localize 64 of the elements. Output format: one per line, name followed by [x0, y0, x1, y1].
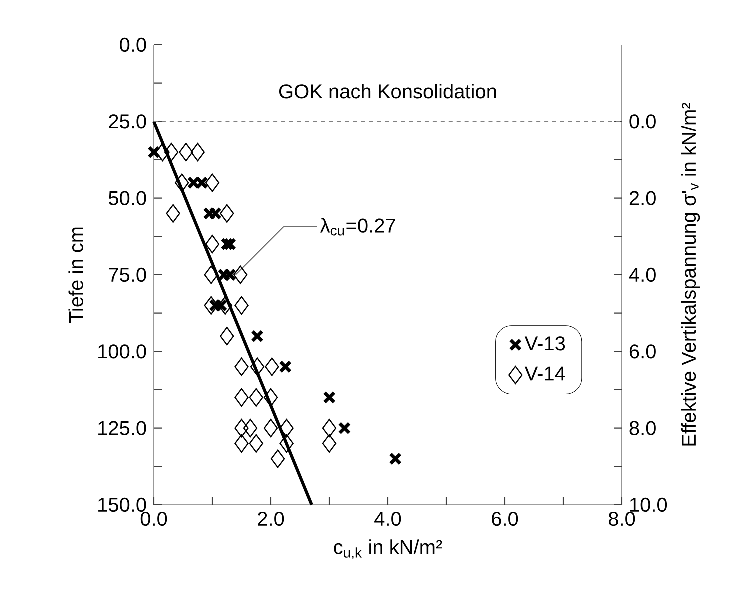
y2-tick-label: 8.0 — [630, 421, 656, 436]
point — [190, 143, 205, 162]
point — [264, 388, 278, 407]
point — [205, 174, 220, 192]
point — [249, 434, 264, 453]
x-tick-label: 0.0 — [140, 512, 168, 526]
point — [265, 358, 280, 376]
point — [204, 296, 218, 315]
x-axis-title: c$_{u,k}$ in kN/m² — [334, 540, 442, 560]
y-tick-label: 125.0 — [98, 421, 146, 436]
point — [174, 174, 190, 192]
point — [234, 296, 249, 315]
point — [250, 358, 265, 376]
point — [234, 434, 249, 453]
point — [323, 391, 336, 404]
point — [156, 143, 170, 162]
x-tick-label: 6.0 — [492, 512, 518, 526]
point — [148, 146, 160, 159]
y-tick-label: 100.0 — [98, 344, 146, 359]
point — [270, 450, 286, 468]
point — [166, 204, 180, 223]
x-tick-label: 4.0 — [374, 512, 402, 526]
annotation: λ$_{cu}$=0.27 — [320, 218, 396, 236]
point — [243, 419, 258, 438]
point — [204, 266, 218, 284]
y2-tick-label: 4.0 — [629, 268, 656, 282]
point — [164, 143, 179, 162]
point — [179, 143, 194, 162]
y2-tick-label: 2.0 — [630, 191, 656, 206]
y-tick-label: 0.0 — [120, 38, 146, 52]
point — [389, 452, 402, 466]
y2-tick-label: 10.0 — [630, 498, 668, 512]
x-tick-label: 2.0 — [258, 512, 284, 526]
y-tick-label: 150.0 — [98, 498, 146, 512]
point — [205, 235, 220, 254]
legend-label: V-13 — [524, 336, 566, 351]
y-tick-label: 25.0 — [109, 114, 146, 129]
point — [322, 434, 337, 453]
point — [224, 238, 236, 251]
ref-line-label: GOK nach Konsolidation — [279, 84, 496, 99]
y-tick-label: 75.0 — [109, 268, 146, 282]
point — [233, 266, 248, 284]
point — [280, 434, 294, 453]
point — [220, 238, 234, 251]
point — [322, 419, 337, 438]
point — [338, 422, 352, 435]
y2-axis-title: Effektive Vertikalspannung σ'$_{v}$ in kN/m² — [681, 103, 700, 446]
point — [249, 388, 264, 407]
y-tick-label: 50.0 — [108, 191, 146, 206]
point — [234, 419, 249, 438]
x-tick-label: 8.0 — [608, 512, 636, 526]
y2-tick-label: 0.0 — [630, 114, 656, 129]
point — [264, 419, 278, 438]
point — [218, 296, 232, 315]
point — [280, 419, 294, 438]
point — [279, 360, 292, 374]
point — [220, 327, 234, 346]
y-axis-title: Tiefe in cm — [68, 228, 84, 324]
point — [251, 330, 264, 343]
point — [234, 388, 249, 407]
point — [220, 204, 234, 223]
point — [234, 358, 249, 376]
y2-tick-label: 6.0 — [630, 344, 656, 359]
legend-label: V-14 — [524, 366, 566, 381]
